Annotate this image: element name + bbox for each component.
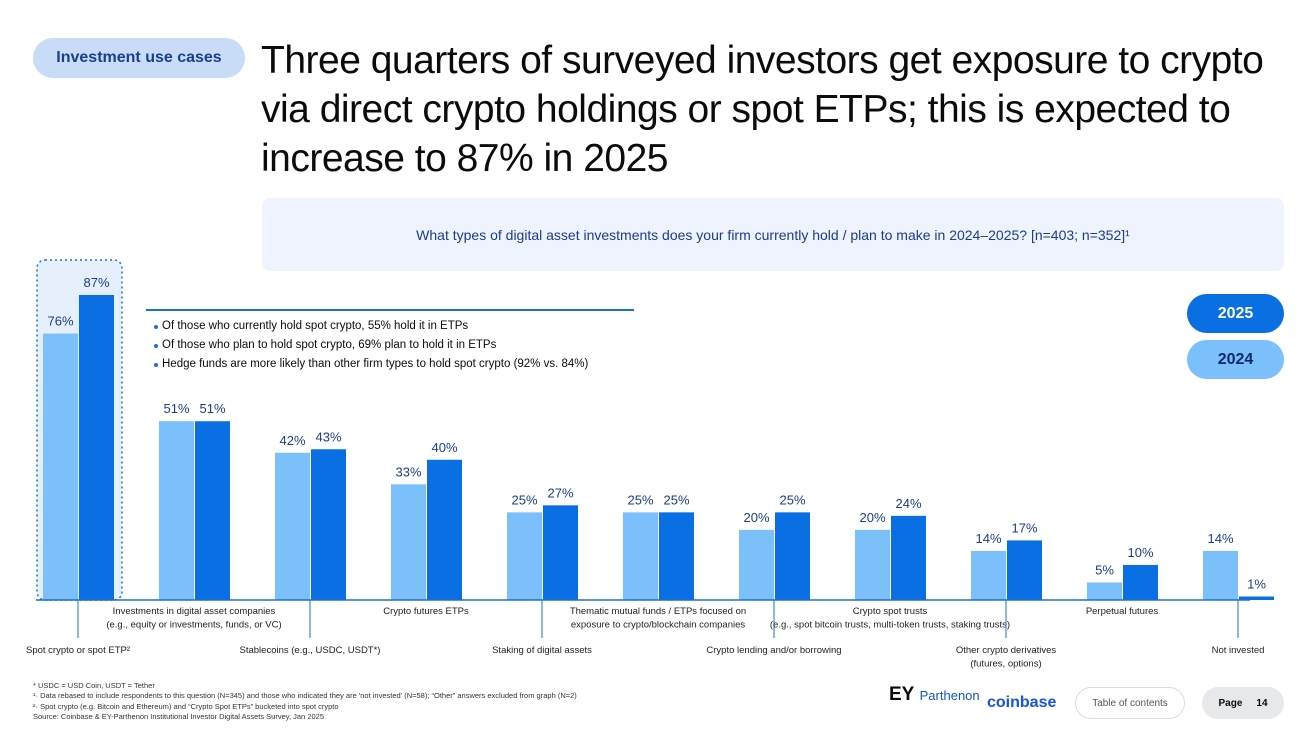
category-label: Investments in digital asset companies <box>113 606 276 617</box>
legend-2024: 2024 <box>1187 340 1284 379</box>
bar-2025 <box>195 421 230 600</box>
footnotes: * USDC = USD Coin, USDT = Tether ¹· Data… <box>33 681 577 722</box>
bar-2024 <box>507 512 542 600</box>
bar-2025 <box>891 515 926 600</box>
page-title: Three quarters of surveyed investors get… <box>261 39 1264 180</box>
data-label: 14% <box>1207 531 1233 546</box>
bar-chart: 76% 87% 51% 51% 42% 43% 33% 40% 25% 27% 25% 25% 20% 2… <box>26 259 1274 670</box>
data-label: 20% <box>743 510 769 525</box>
bar-2025 <box>543 505 578 600</box>
bar-2025 <box>311 449 346 600</box>
category-label: exposure to crypto/blockchain companies <box>571 620 746 631</box>
data-label: 1% <box>1247 576 1266 591</box>
coinbase-logo: coinbase <box>987 694 1057 711</box>
category-label: (futures, options) <box>970 659 1041 670</box>
data-label: 25% <box>511 492 537 507</box>
bar-2024 <box>391 484 426 600</box>
note-item: Hedge funds are more likely than other f… <box>146 355 634 374</box>
category-label: Staking of digital assets <box>492 645 592 656</box>
footnote: ¹· Data rebased to include respondents t… <box>33 691 577 701</box>
bar-2025 <box>1123 564 1158 600</box>
bar-2025 <box>1239 596 1274 600</box>
bar-2024 <box>159 421 194 600</box>
data-label: 40% <box>431 440 457 455</box>
data-label: 25% <box>627 492 653 507</box>
category-label: Crypto futures ETPs <box>383 606 469 617</box>
data-label: 51% <box>163 401 189 416</box>
data-label: 33% <box>395 464 421 479</box>
category-label: (e.g., spot bitcoin trusts, multi-token … <box>770 620 1010 631</box>
category-label: Stablecoins (e.g., USDC, USDT*) <box>240 645 381 656</box>
data-label: 10% <box>1127 545 1153 560</box>
data-label: 24% <box>895 496 921 511</box>
notes-list: Of those who currently hold spot crypto,… <box>146 309 634 374</box>
bar-2024 <box>43 333 78 600</box>
data-label: 14% <box>975 531 1001 546</box>
bar-2024 <box>739 529 774 600</box>
bar-2025 <box>1007 540 1042 600</box>
note-item: Of those who plan to hold spot crypto, 6… <box>146 336 634 355</box>
data-label: 25% <box>779 492 805 507</box>
note-item: Of those who currently hold spot crypto,… <box>146 317 634 336</box>
data-label: 25% <box>663 492 689 507</box>
category-label: Crypto lending and/or borrowing <box>706 645 841 656</box>
bar-2024 <box>971 550 1006 600</box>
data-label: 5% <box>1095 562 1114 577</box>
footnote: ²· Spot crypto (e.g. Bitcoin and Ethereu… <box>33 701 339 711</box>
data-label: 17% <box>1011 520 1037 535</box>
legend-2025: 2025 <box>1187 294 1284 333</box>
bar-2024 <box>1087 582 1122 600</box>
section-tag: Investment use cases <box>33 38 245 78</box>
bar-2024 <box>623 512 658 600</box>
ey-parthenon-logo: EY Parthenon <box>889 684 980 705</box>
data-label: 27% <box>547 485 573 500</box>
bar-2025 <box>427 459 462 600</box>
bar-2025 <box>775 512 810 600</box>
footnote: * USDC = USD Coin, USDT = Tether <box>33 681 155 690</box>
survey-question: What types of digital asset investments … <box>262 198 1284 271</box>
category-label: Spot crypto or spot ETP² <box>26 645 130 656</box>
category-label: Crypto spot trusts <box>853 606 928 617</box>
category-label: Thematic mutual funds / ETPs focused on <box>570 606 746 617</box>
bar-2024 <box>1203 550 1238 600</box>
bar-2024 <box>855 529 890 600</box>
source-note: Source: Coinbase & EY-Parthenon Institut… <box>33 711 324 721</box>
table-of-contents-button[interactable]: Table of contents <box>1075 687 1185 719</box>
data-label: 76% <box>47 314 73 329</box>
data-label: 43% <box>315 429 341 444</box>
page-indicator: Page 14 <box>1202 687 1284 719</box>
category-label: Other crypto derivatives <box>956 645 1057 656</box>
bar-2025 <box>659 512 694 600</box>
data-label: 20% <box>859 510 885 525</box>
category-label: (e.g., equity or investments, funds, or … <box>106 620 281 631</box>
bar-2024 <box>275 452 310 600</box>
category-label: Not invested <box>1212 645 1265 656</box>
data-label: 87% <box>83 275 109 290</box>
data-label: 51% <box>199 401 225 416</box>
category-label: Perpetual futures <box>1086 606 1159 617</box>
bar-2025 <box>79 295 114 600</box>
data-label: 42% <box>279 433 305 448</box>
